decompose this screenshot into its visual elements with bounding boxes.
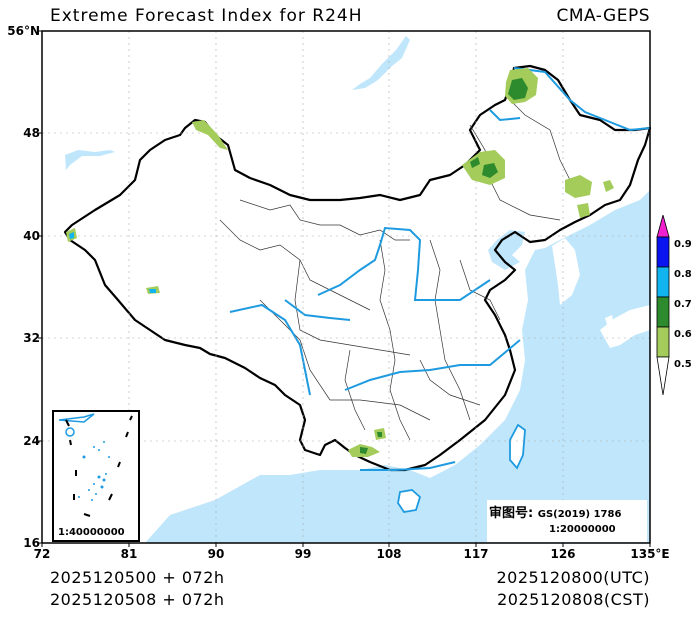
lat-label-56: 56°N bbox=[7, 24, 40, 38]
model-name: CMA-GEPS bbox=[556, 6, 650, 26]
south-china-sea-inset: 1:40000000 bbox=[52, 410, 140, 542]
lat-label-24: 24 bbox=[23, 434, 40, 448]
taiwan-outline bbox=[509, 423, 526, 470]
map-frame bbox=[41, 30, 651, 544]
lon-label-135: 135°E bbox=[630, 547, 670, 561]
legend-tick-0.8: 0.8 bbox=[674, 269, 692, 280]
neighbor-land bbox=[552, 238, 650, 348]
init-time-cst: 2025120508 + 072h bbox=[50, 590, 225, 609]
legend-tick-0.5: 0.5 bbox=[674, 359, 692, 370]
efi-shading bbox=[66, 68, 614, 457]
lat-label-32: 32 bbox=[23, 331, 40, 345]
legend-tick-0.6: 0.6 bbox=[674, 329, 692, 340]
hainan-outline bbox=[397, 489, 422, 513]
inset-scale: 1:40000000 bbox=[58, 527, 125, 538]
rivers bbox=[229, 67, 651, 471]
legend-tick-0.7: 0.7 bbox=[674, 299, 692, 310]
province-borders bbox=[219, 99, 576, 441]
review-label: 审图号: bbox=[489, 506, 534, 521]
china-border bbox=[63, 64, 652, 472]
valid-time-cst: 2025120808(CST) bbox=[497, 590, 650, 609]
lat-label-16: 16 bbox=[23, 536, 40, 550]
colorbar-graphic bbox=[656, 215, 670, 396]
lat-label-48: 48 bbox=[23, 126, 40, 140]
map-review-number: 审图号: GS(2019) 1786 1:20000000 bbox=[487, 500, 647, 542]
lat-label-40: 40 bbox=[23, 229, 40, 243]
lon-label-99: 99 bbox=[294, 547, 312, 561]
lon-label-126: 126 bbox=[550, 547, 576, 561]
review-scale: 1:20000000 bbox=[549, 524, 616, 535]
inset-map bbox=[58, 413, 133, 517]
init-time-utc: 2025120500 + 072h bbox=[50, 568, 225, 587]
lon-label-90: 90 bbox=[207, 547, 225, 561]
lon-label-117: 117 bbox=[463, 547, 489, 561]
valid-time-utc: 2025120800(UTC) bbox=[496, 568, 650, 587]
lon-label-81: 81 bbox=[120, 547, 138, 561]
lon-label-72: 72 bbox=[33, 547, 51, 561]
legend-tick-0.9: 0.9 bbox=[674, 239, 692, 250]
chart-title: Extreme Forecast Index for R24H bbox=[50, 6, 363, 26]
lon-label-108: 108 bbox=[376, 547, 402, 561]
review-code: GS(2019) 1786 bbox=[537, 509, 622, 520]
